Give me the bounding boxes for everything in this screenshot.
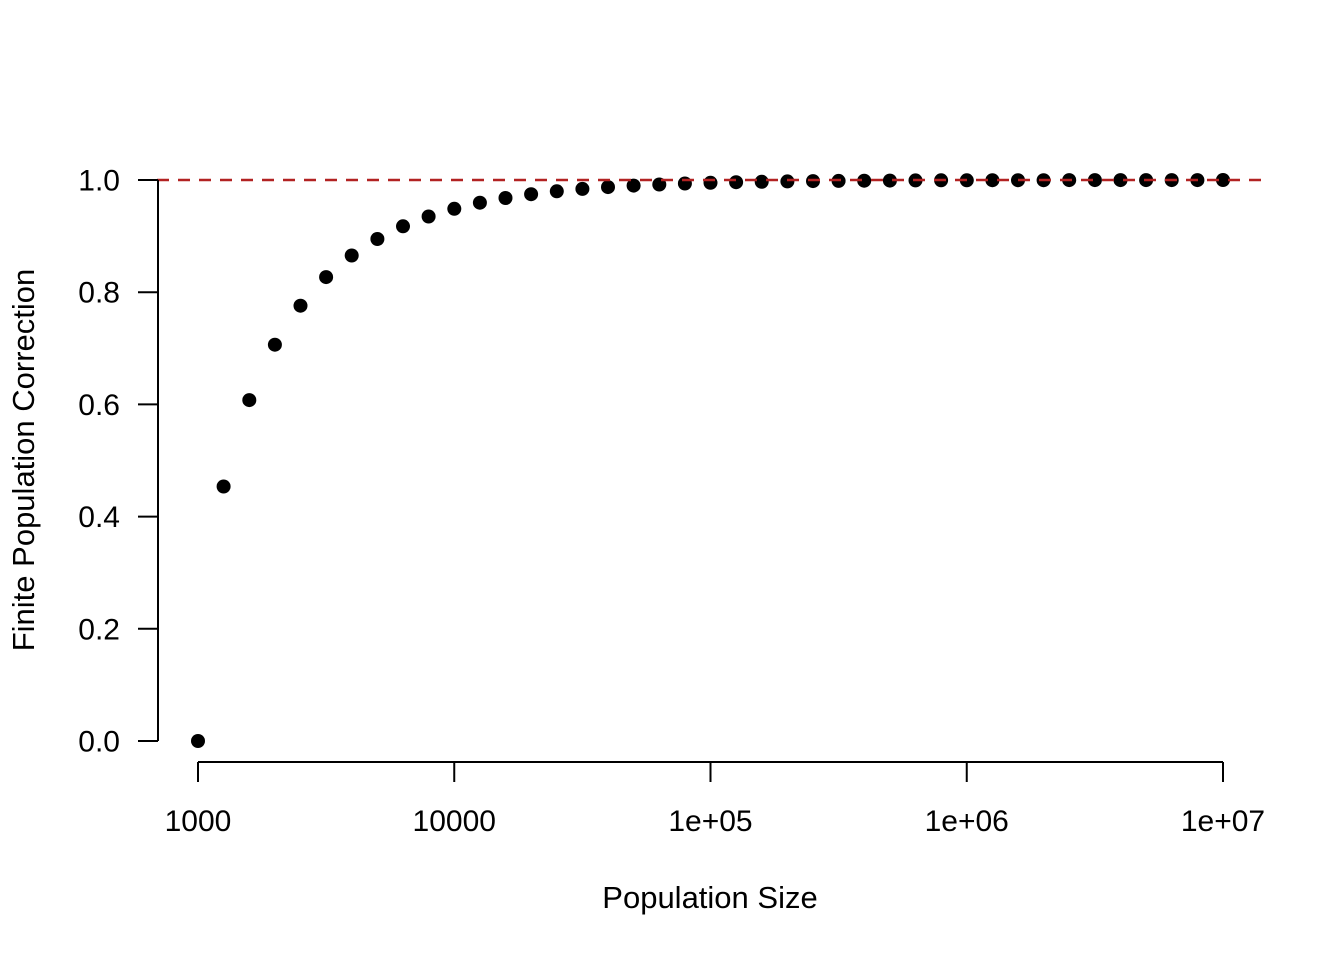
y-tick-label: 0.4: [78, 501, 120, 534]
y-tick-label: 0.8: [78, 277, 120, 310]
y-tick-label: 0.6: [78, 389, 120, 422]
data-point: [498, 191, 513, 205]
data-points: [191, 173, 1230, 748]
data-point: [985, 173, 1000, 188]
data-point: [293, 298, 308, 313]
x-axis-ticks: [197, 762, 1224, 782]
data-point: [601, 180, 615, 195]
y-tick-label: 0.0: [78, 726, 120, 759]
data-point: [421, 209, 436, 224]
y-axis-ticks: [138, 179, 158, 742]
data-point: [677, 176, 692, 191]
data-point: [524, 187, 539, 202]
y-axis: 0.0 0.2 0.4 0.6 0.8 1.0 Finite Population Cor…: [6, 165, 159, 759]
data-point: [447, 201, 462, 216]
data-point: [319, 270, 334, 285]
data-point: [1113, 173, 1128, 188]
data-point: [754, 174, 769, 189]
data-point: [1216, 173, 1230, 187]
x-axis-title: Population Size: [602, 880, 817, 915]
data-point: [396, 219, 410, 234]
x-tick-label: 10000: [413, 805, 496, 838]
data-point: [242, 393, 257, 408]
data-point: [344, 248, 359, 263]
data-point: [216, 479, 231, 494]
data-point: [191, 734, 205, 748]
x-tick-label: 1e+05: [668, 805, 752, 838]
data-point: [857, 173, 872, 188]
data-point: [549, 184, 564, 199]
x-tick-label: 1000: [165, 805, 232, 838]
x-tick-label: 1e+07: [1181, 805, 1265, 838]
data-point: [729, 175, 744, 190]
y-tick-label: 0.2: [78, 613, 120, 646]
x-axis: 1000 10000 1e+05 1e+06 1e+07 Population Size: [165, 761, 1266, 915]
y-axis-title: Finite Population Correction: [6, 269, 41, 652]
data-point: [1087, 173, 1102, 188]
x-tick-label: 1e+06: [925, 805, 1009, 838]
data-point: [472, 195, 487, 210]
data-point: [882, 173, 897, 188]
data-point: [626, 178, 641, 193]
x-axis-tick-labels: 1000 10000 1e+05 1e+06 1e+07: [165, 805, 1266, 838]
y-tick-label: 1.0: [78, 165, 120, 198]
y-axis-tick-labels: 0.0 0.2 0.4 0.6 0.8 1.0: [78, 165, 120, 759]
data-point: [780, 174, 795, 189]
data-point: [575, 181, 590, 196]
data-point: [267, 337, 282, 352]
data-point: [370, 232, 385, 246]
data-point: [703, 175, 718, 190]
